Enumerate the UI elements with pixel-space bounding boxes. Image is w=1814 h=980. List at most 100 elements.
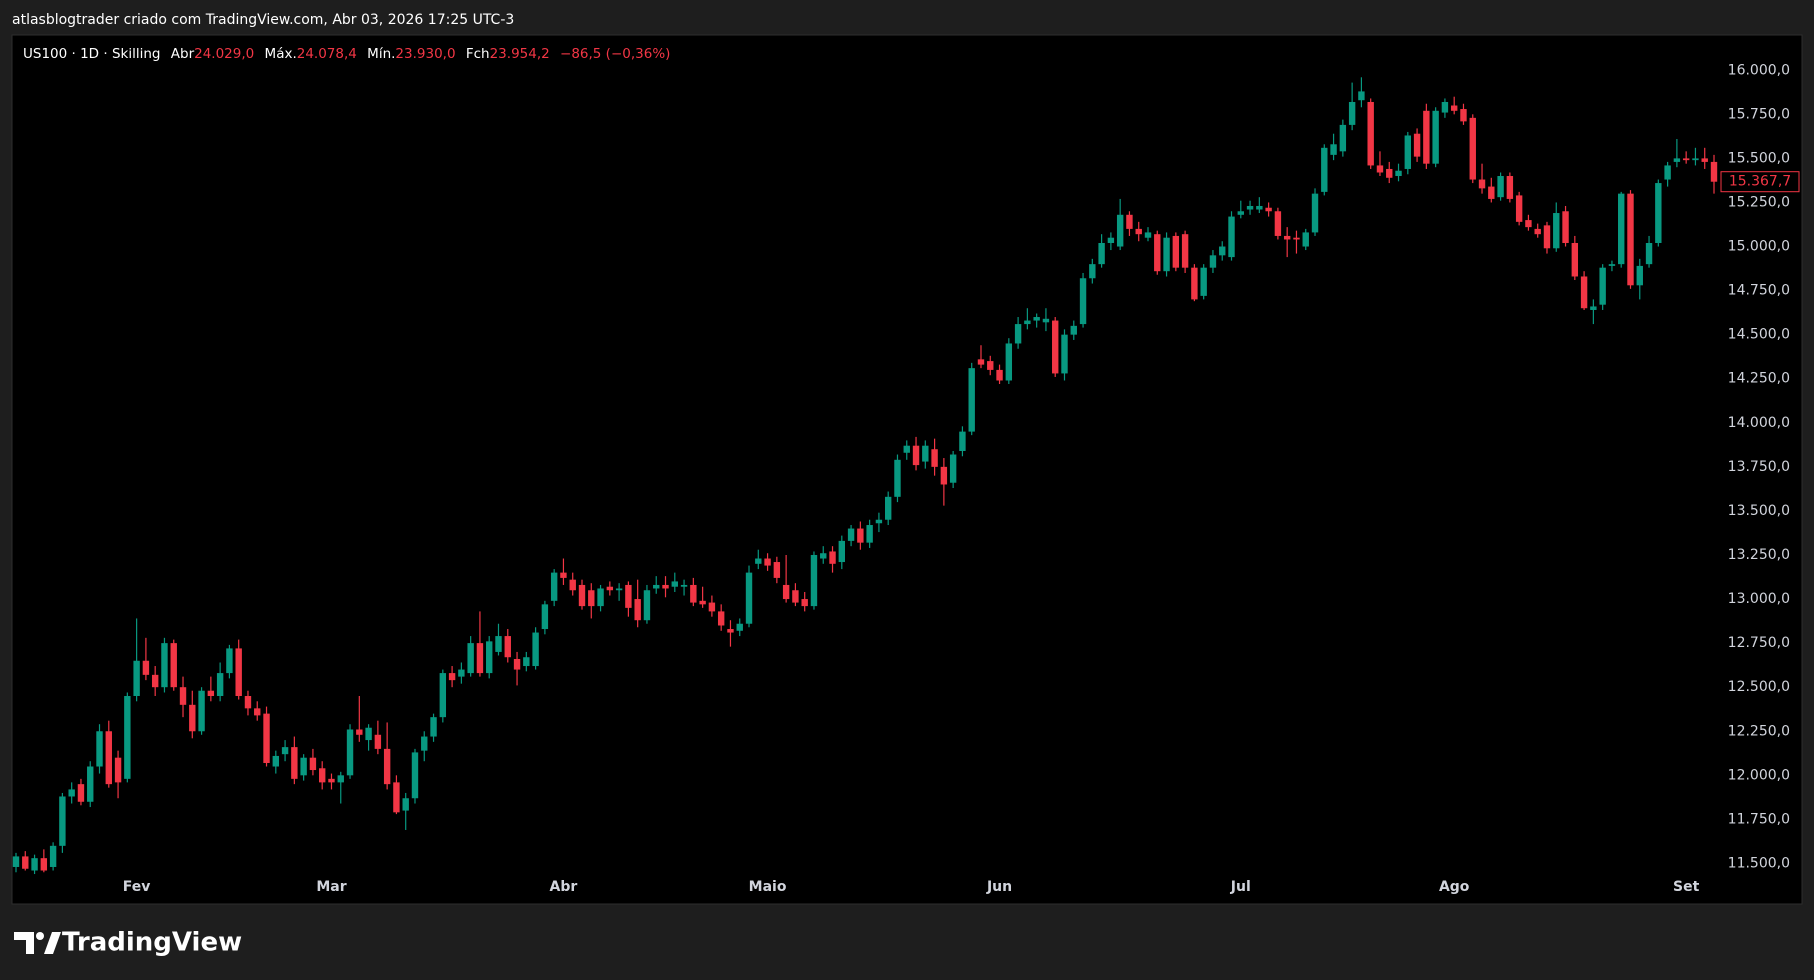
candle-body	[105, 731, 112, 785]
candle-body	[346, 729, 354, 776]
candle-body	[866, 525, 873, 543]
candle-body	[782, 584, 790, 600]
candle-body	[1154, 234, 1161, 272]
candle-body	[1005, 343, 1013, 381]
candle-body	[393, 782, 400, 813]
candle-body	[1645, 242, 1653, 265]
candle-body	[1636, 265, 1643, 286]
candle-body	[643, 590, 651, 621]
candle-body	[216, 673, 224, 697]
y-tick-label: 13.500,0	[1728, 503, 1790, 519]
candle-body	[801, 599, 808, 607]
legend-open: 24.029,0	[194, 46, 254, 62]
candle-body	[1052, 320, 1059, 374]
candle-body	[1024, 320, 1031, 325]
candle-body	[1450, 105, 1458, 111]
candle-body	[1664, 165, 1671, 180]
candle-body	[690, 584, 697, 603]
candle-body	[1033, 317, 1040, 321]
legend-open-label: Abr	[171, 46, 195, 62]
y-tick-label: 12.250,0	[1728, 723, 1790, 739]
candle-body	[578, 584, 586, 607]
candle-body	[550, 572, 558, 601]
candle-body	[615, 588, 623, 591]
candle-body	[337, 775, 344, 783]
attribution: atlasblogtrader criado com TradingView.c…	[12, 12, 514, 28]
candle-body	[1228, 216, 1235, 258]
candle-body	[1525, 220, 1532, 228]
candle-body	[1135, 228, 1142, 235]
candle-body	[31, 858, 38, 871]
candle-body	[467, 643, 474, 674]
candle-body	[606, 586, 614, 591]
candle-body	[124, 696, 131, 779]
legend-low-label: Mín.	[367, 46, 395, 62]
candle-body	[1107, 237, 1115, 243]
y-tick-label: 15.000,0	[1728, 239, 1790, 255]
candle-body	[1061, 334, 1068, 374]
candle-body	[114, 757, 122, 783]
x-tick-label: Jun	[986, 879, 1012, 895]
candle-body	[365, 727, 372, 741]
candle-body	[309, 757, 317, 771]
candle-body	[987, 361, 994, 370]
candle-body	[523, 657, 530, 667]
candle-body	[142, 660, 150, 675]
candle-body	[77, 784, 85, 802]
candle-body	[1191, 267, 1198, 300]
logo-shape	[14, 932, 34, 954]
candle-body	[1144, 232, 1152, 238]
x-tick-label: Set	[1673, 879, 1700, 895]
candle-body	[708, 602, 716, 612]
candle-body	[1432, 110, 1439, 164]
x-tick-label: Mar	[316, 879, 346, 895]
candle-body	[588, 590, 595, 607]
candle-body	[12, 856, 20, 867]
legend-symbol: US100 · 1D · Skilling	[23, 46, 160, 62]
candle-body	[745, 572, 753, 624]
candle-body	[495, 636, 502, 652]
candle-body	[977, 359, 985, 365]
candle-body	[504, 636, 511, 658]
y-tick-label: 14.000,0	[1728, 415, 1790, 431]
candle-body	[235, 648, 242, 697]
candle-body	[1553, 213, 1560, 249]
candle-body	[1571, 242, 1579, 277]
candle-body	[736, 623, 743, 631]
candle-body	[1265, 207, 1272, 212]
legend-low: 23.930,0	[395, 46, 455, 62]
candle-body	[161, 643, 168, 688]
candle-body	[1692, 158, 1699, 161]
candle-body	[1682, 158, 1690, 161]
candle-body	[1098, 242, 1105, 265]
candle-body	[151, 674, 159, 688]
candle-body	[1256, 205, 1263, 210]
candle-body	[263, 713, 270, 763]
candle-body	[1599, 267, 1606, 305]
candle-body	[931, 449, 938, 467]
candle-body	[1497, 176, 1504, 198]
candle-body	[1590, 306, 1597, 310]
candle-body	[1423, 110, 1430, 164]
candle-body	[829, 551, 836, 564]
candle-body	[1237, 211, 1244, 215]
candle-body	[1655, 183, 1662, 243]
legend-close-label: Fch	[466, 46, 490, 62]
y-tick-label: 15.750,0	[1728, 106, 1790, 122]
candle-body	[792, 590, 799, 603]
candle-body	[634, 599, 641, 621]
chart-pane	[11, 34, 1803, 905]
candle-body	[1460, 109, 1467, 122]
candle-body	[383, 748, 391, 785]
candle-body	[1079, 278, 1087, 325]
candle-body	[1534, 228, 1541, 235]
candle-body	[328, 778, 335, 783]
candle-body	[857, 528, 864, 543]
y-tick-label: 13.750,0	[1728, 459, 1790, 475]
candle-body	[1488, 186, 1495, 199]
candle-body	[569, 579, 576, 591]
candle-body	[179, 687, 187, 705]
candle-body	[1358, 91, 1365, 101]
candle-body	[226, 648, 233, 674]
